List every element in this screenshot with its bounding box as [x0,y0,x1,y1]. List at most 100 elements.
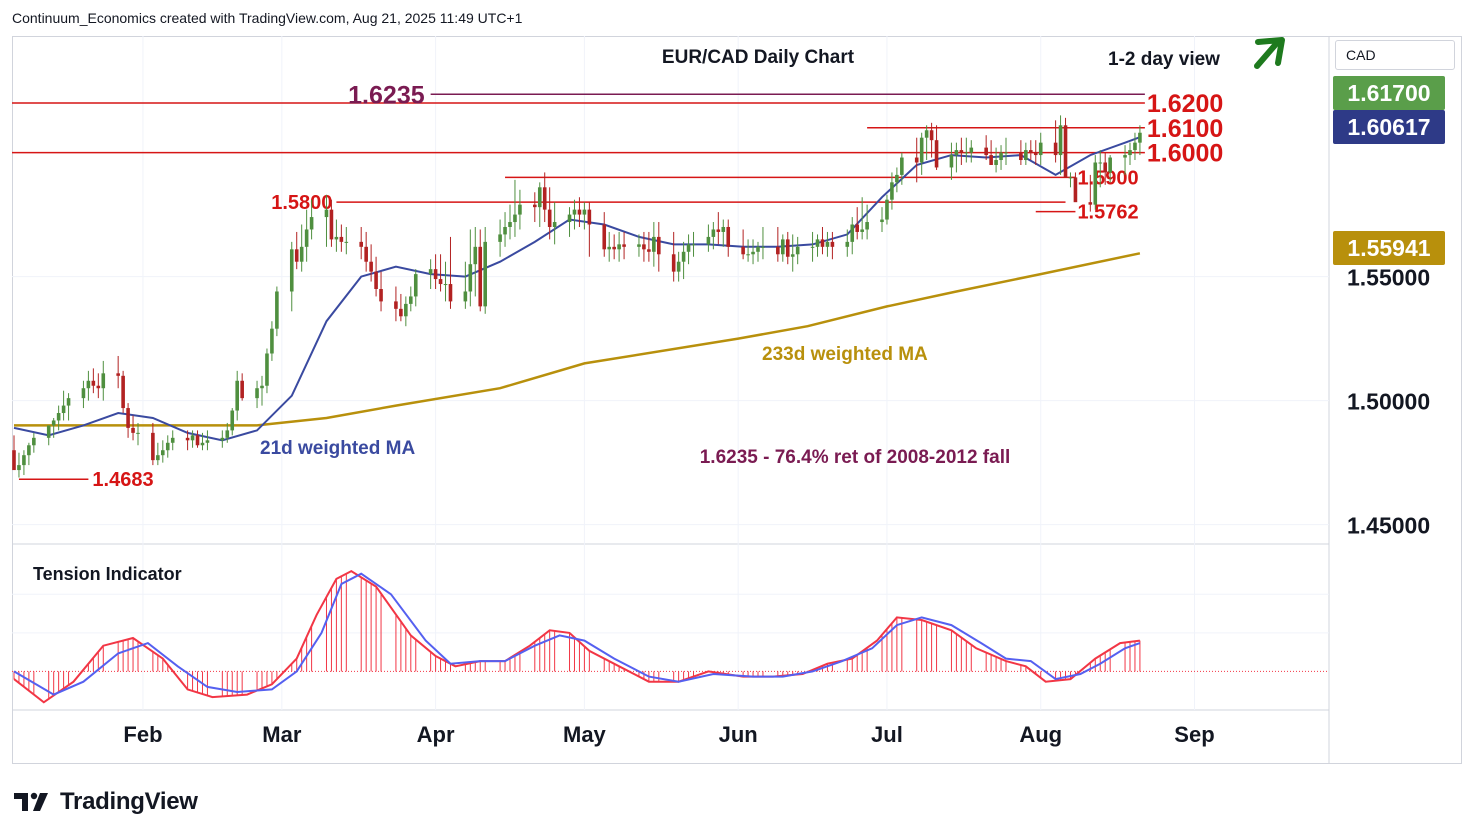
candle-body [785,239,790,257]
candle-body [895,174,899,183]
candle-body [294,249,299,262]
candle-body [136,432,140,434]
candle-body [612,246,616,250]
candle-body [850,224,855,242]
candle-body [587,209,592,225]
candle-body [235,380,239,411]
candle-body [984,147,988,156]
candle-body [86,380,91,389]
candle-body [855,224,859,232]
y-tick-label: 1.45000 [1347,513,1430,539]
candle-body [647,249,651,252]
candle-body [185,437,190,441]
candle-body [170,437,175,443]
tradingview-logo[interactable]: TradingView [14,788,198,816]
candle-body [533,204,537,208]
candle-body [820,239,825,247]
level-label-1-4683: 1.4683 [92,469,153,491]
candle-body [914,157,919,163]
level-label-1-5762: 1.5762 [1077,202,1138,224]
candle-body [919,137,924,163]
tension-blue-line [13,572,1141,696]
candle-body [369,261,373,272]
candle-body [761,246,765,248]
ma233-line [14,252,1141,427]
candle-body [686,244,691,252]
currency-label[interactable]: CAD [1335,40,1455,70]
candle-body [66,398,71,406]
candle-body [781,239,785,255]
candle-body [17,465,21,471]
candle-body [478,246,483,307]
candle-body [81,388,86,399]
chart-subtitle: 1-2 day view [1108,49,1220,70]
candle-body [885,199,889,220]
x-tick-label: Mar [262,722,302,747]
candle-body [190,435,195,441]
candle-body [1024,150,1028,161]
candle-body [1033,152,1038,156]
tradingview-logo-text: TradingView [60,788,198,815]
ma233-price-tag: 1.55941 [1333,231,1445,265]
x-tick-label: Aug [1019,722,1062,747]
level-label-1-5800: 1.5800 [271,192,332,214]
chart-title: EUR/CAD Daily Chart [662,47,855,68]
candle-body [1108,157,1112,173]
candle-body [691,244,696,246]
candle-body [448,284,453,302]
candle-body [121,375,125,409]
candle-body [577,209,582,215]
candle-body [438,279,443,285]
candle-body [652,236,656,252]
candle-body [329,209,334,240]
candle-body [706,236,711,245]
candle-body [12,450,16,471]
sma21-line [13,136,1141,442]
candle-body [865,222,869,230]
candle-body [513,214,517,223]
candle-body [681,251,686,262]
tension-red-line [13,569,1141,704]
candle-body [165,442,170,451]
candle-body [825,241,830,247]
candle-body [260,385,264,389]
candle-body [607,246,611,250]
candle-body [1063,125,1068,178]
candle-body [404,303,408,317]
candle-body [542,187,547,210]
candle-body [776,246,780,255]
candle-body [205,440,210,443]
candle-body [399,308,403,317]
candle-body [756,246,760,252]
sma21-price-tag: 1.60617 [1333,110,1445,144]
x-tick-label: Sep [1174,722,1214,747]
candle-body [1128,150,1132,156]
candle-body [795,246,800,255]
candle-body [1073,177,1078,203]
candle-body [116,373,120,376]
candle-body [1133,142,1137,151]
candle-body [304,229,309,247]
candle-body [299,246,304,262]
candle-body [567,214,572,223]
fib-note: 1.6235 - 76.4% ret of 2008-2012 fall [700,447,1011,468]
candle-body [1098,162,1103,164]
candle-body [860,229,864,232]
candle-body [994,160,998,165]
candle-body [200,442,205,446]
candle-body [101,373,106,389]
candle-body [161,450,165,456]
candle-body [518,204,522,215]
candle-body [746,254,750,256]
candle-body [275,291,279,329]
candle-body [56,413,61,421]
candle-body [1123,155,1127,158]
candle-body [61,405,66,414]
candle-body [1068,177,1073,179]
x-tick-label: Feb [123,722,162,747]
candle-body [151,432,155,461]
candle-body [969,147,974,153]
candle-body [657,236,661,255]
candle-body [374,271,378,289]
